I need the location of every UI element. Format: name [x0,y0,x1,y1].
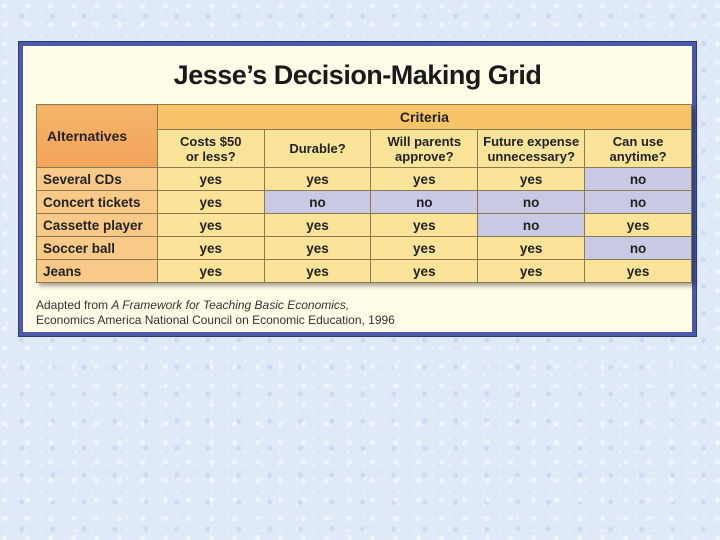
grid-title: Jesse’s Decision-Making Grid [173,60,542,90]
grid-cell: yes [584,259,692,283]
alternative-label: Jeans [36,259,158,283]
criterion-line: unnecessary? [487,148,575,164]
criteria-columns-row: Costs $50 or less? Durable? Will parents… [37,129,692,168]
table-row: Concert tickets yes no no no no [36,190,692,214]
criterion-line: Will parents [387,133,462,149]
grid-cell: no [477,190,586,214]
criterion-line: Costs $50 [180,133,242,149]
grid-cell: no [584,167,692,191]
criterion-line: or less? [185,148,236,164]
grid-cell: yes [156,236,265,260]
criterion-header: Will parents approve? [370,129,479,168]
table-row: Jeans yes yes yes yes yes [36,259,692,283]
criterion-header: Future expense unnecessary? [477,129,586,168]
grid-cell: no [263,190,372,214]
criterion-line: Future expense [483,133,580,149]
grid-cell: yes [156,167,265,191]
table-row: Cassette player yes yes yes no yes [36,213,692,237]
grid-cell: yes [263,259,372,283]
grid-cell: yes [370,259,479,283]
criterion-line: approve? [395,148,454,164]
grid-cell: yes [370,213,479,237]
criterion-header: Can use anytime? [584,129,692,168]
grid-cell: yes [370,236,479,260]
alternative-label: Cassette player [36,213,158,237]
grid-cell: no [584,190,692,214]
grid-cell: yes [477,236,586,260]
criteria-header-row: Alternatives Criteria [36,104,693,168]
decision-grid-table: Alternatives Criteria Costs $50 or less?… [36,104,693,283]
credit-prefix: Adapted from [36,298,112,312]
grid-cell: no [584,236,692,260]
criterion-line: Can use [612,133,664,149]
credit-publisher: Economics America National Council on Ec… [36,313,395,327]
criterion-header: Durable? [263,129,372,168]
alternative-label: Soccer ball [36,236,158,260]
grid-cell: yes [156,213,265,237]
alternative-label: Several CDs [36,167,158,191]
credit-work-title: A Framework for Teaching Basic Economics… [111,298,350,312]
criterion-header: Costs $50 or less? [156,129,265,168]
criterion-line: anytime? [609,148,667,164]
alternatives-header: Alternatives [36,104,158,168]
grid-cell: no [477,213,586,237]
grid-cell: yes [263,167,372,191]
criteria-header: Criteria [156,104,693,130]
criterion-line: Durable? [289,141,346,156]
grid-cell: yes [263,236,372,260]
grid-cell: yes [156,190,265,214]
grid-cell: yes [263,213,372,237]
grid-cell: no [370,190,479,214]
grid-cell: yes [477,167,586,191]
grid-cell: yes [156,259,265,283]
grid-cell: yes [370,167,479,191]
table-row: Several CDs yes yes yes yes no [36,167,692,191]
grid-cell: yes [477,259,586,283]
source-credit: Adapted from A Framework for Teaching Ba… [36,298,395,328]
alternative-label: Concert tickets [36,190,158,214]
decision-grid-card: Jesse’s Decision-Making Grid Alternative… [19,42,696,336]
table-row: Soccer ball yes yes yes yes no [36,236,692,260]
grid-cell: yes [584,213,692,237]
